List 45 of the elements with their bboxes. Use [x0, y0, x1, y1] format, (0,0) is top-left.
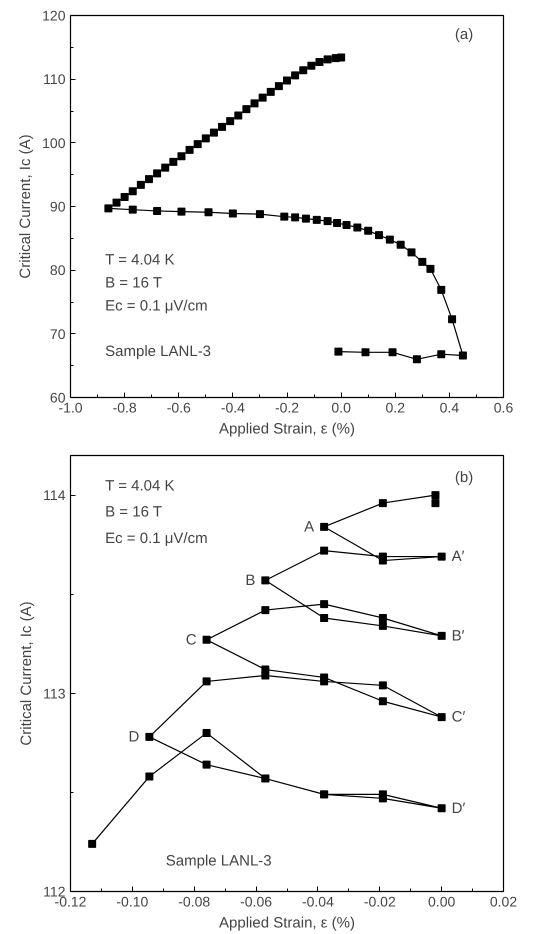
y-tick-label: 70 [50, 326, 66, 342]
annotation: Ec = 0.1 μV/cm [105, 530, 208, 547]
x-tick-label: 0.02 [490, 894, 518, 910]
x-tick-label: -0.4 [220, 400, 246, 416]
y-tick-label: 113 [43, 685, 66, 702]
annotation: D′ [452, 800, 466, 817]
x-tick-label: 0.00 [428, 894, 456, 910]
x-tick-label: 0.4 [440, 400, 460, 416]
y-tick-label: 114 [43, 487, 66, 504]
y-axis-title: Critical Current, Ic (A) [18, 601, 36, 746]
x-tick-label: -0.8 [112, 400, 137, 416]
annotation: (a) [454, 26, 474, 44]
x-tick-label: -0.04 [302, 894, 334, 910]
annotation: A′ [452, 548, 465, 566]
x-axis-title: Applied Strain, ε (%) [219, 420, 355, 438]
annotation: D [128, 728, 140, 746]
annotation: Sample LANL-3 [166, 852, 272, 870]
x-tick-label: 0.6 [494, 400, 514, 416]
x-tick-label: -0.06 [240, 894, 272, 910]
annotation: (b) [454, 468, 474, 486]
annotation: Sample LANL-3 [105, 343, 212, 360]
annotation: T = 4.04 K [105, 478, 174, 495]
y-axis-title: Critical Current, Ic (A) [17, 134, 34, 279]
y-tick-label: 110 [43, 71, 66, 88]
x-tick-label: -0.02 [364, 894, 396, 910]
x-tick-label: -0.6 [166, 400, 192, 416]
annotation: B′ [452, 627, 465, 644]
y-tick-label: 100 [42, 134, 66, 151]
annotation: Ec = 0.1 μV/cm [105, 297, 208, 314]
x-tick-label: -0.10 [116, 894, 149, 910]
x-tick-label: 0.0 [331, 400, 352, 416]
x-tick-label: -0.2 [274, 400, 300, 416]
y-tick-label: 90 [50, 198, 66, 214]
annotation: T = 4.04 K [105, 251, 174, 268]
annotation: B = 16 T [105, 504, 162, 521]
annotation: B [245, 572, 256, 589]
y-tick-label: 120 [42, 8, 66, 24]
annotation: C [186, 631, 197, 648]
annotation: C′ [452, 708, 466, 726]
x-tick-label: 0.2 [386, 400, 406, 416]
annotation: A [304, 518, 314, 536]
annotation: B = 16 T [105, 274, 162, 292]
x-tick-label: -0.08 [178, 894, 210, 910]
x-axis-title: Applied Strain, ε (%) [219, 914, 355, 932]
y-tick-label: 80 [50, 262, 66, 278]
